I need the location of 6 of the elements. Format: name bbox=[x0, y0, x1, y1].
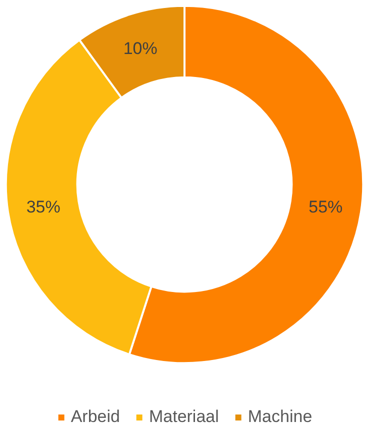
legend-label: Machine bbox=[248, 407, 312, 427]
data-label: 35% bbox=[26, 197, 60, 216]
data-label: 10% bbox=[123, 39, 158, 58]
legend-label: Arbeid bbox=[70, 407, 120, 427]
legend-label: Materiaal bbox=[148, 407, 219, 427]
data-label: 55% bbox=[308, 197, 343, 216]
